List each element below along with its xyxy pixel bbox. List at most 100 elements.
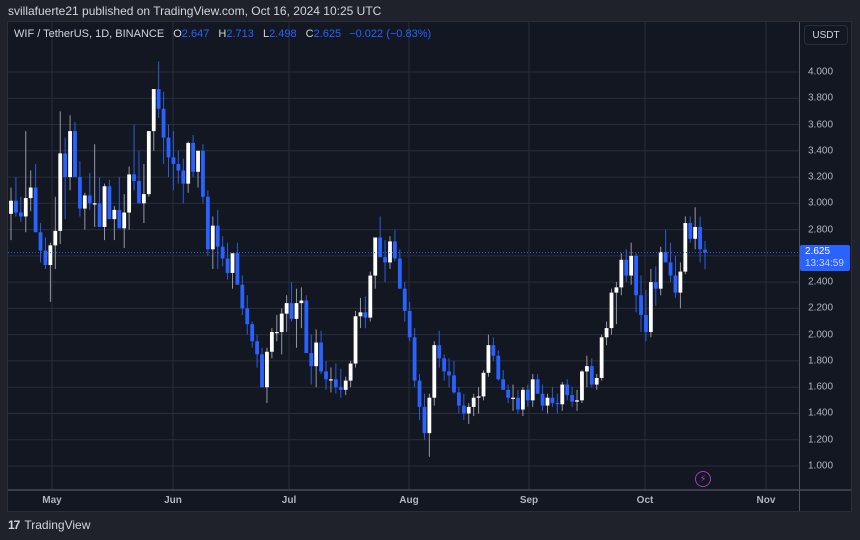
candle bbox=[417, 374, 422, 421]
close-value: 2.625 bbox=[313, 28, 342, 40]
candle bbox=[486, 334, 491, 377]
candle bbox=[407, 301, 412, 342]
bar-countdown: 13:34:59 bbox=[805, 258, 844, 269]
brand-name: TradingView bbox=[24, 518, 91, 532]
candle bbox=[644, 290, 648, 342]
low-value: 2.498 bbox=[269, 28, 297, 40]
candle bbox=[476, 387, 481, 414]
chart-plot-area[interactable] bbox=[8, 22, 799, 489]
candle bbox=[230, 253, 235, 289]
month-label: Oct bbox=[636, 495, 654, 506]
candle bbox=[698, 216, 702, 263]
candle bbox=[570, 387, 575, 407]
candle bbox=[663, 229, 668, 263]
month-label: Nov bbox=[756, 495, 776, 506]
candle bbox=[210, 216, 215, 269]
candle bbox=[466, 402, 471, 424]
candle bbox=[412, 328, 417, 388]
candle bbox=[255, 334, 259, 368]
candle bbox=[181, 158, 186, 204]
candle bbox=[397, 249, 402, 289]
candle bbox=[565, 379, 570, 401]
candle bbox=[196, 150, 200, 188]
candle bbox=[176, 150, 181, 184]
candle bbox=[225, 242, 230, 280]
candle bbox=[501, 370, 506, 390]
candle bbox=[299, 287, 304, 329]
month-label: Jun bbox=[164, 495, 182, 506]
lightning-event-icon[interactable]: ⚡︎ bbox=[695, 471, 711, 487]
candle bbox=[329, 367, 333, 393]
candle bbox=[186, 141, 191, 193]
candle bbox=[279, 308, 284, 355]
candle bbox=[653, 266, 658, 306]
candle bbox=[516, 389, 520, 414]
candle bbox=[560, 381, 565, 411]
month-label: Jul bbox=[281, 495, 297, 506]
tradingview-logo: 17 TradingView bbox=[8, 518, 90, 532]
currency-button[interactable]: USDT bbox=[804, 25, 848, 45]
candle bbox=[437, 330, 442, 368]
candle bbox=[53, 196, 58, 269]
candle bbox=[373, 237, 378, 289]
candle bbox=[629, 242, 634, 285]
candle bbox=[333, 363, 338, 394]
candle bbox=[358, 297, 363, 329]
candle bbox=[127, 166, 132, 230]
candle bbox=[457, 387, 461, 414]
candle bbox=[599, 334, 604, 381]
candle bbox=[215, 209, 220, 269]
price-tick: 3.200 bbox=[808, 171, 834, 183]
candle bbox=[540, 384, 545, 411]
candle bbox=[402, 282, 407, 322]
candle bbox=[693, 207, 698, 250]
candle bbox=[383, 240, 387, 283]
candle bbox=[102, 183, 107, 241]
close-label: C bbox=[305, 28, 314, 40]
candle bbox=[97, 177, 102, 227]
candle bbox=[658, 246, 663, 296]
candle bbox=[38, 223, 43, 263]
candle bbox=[422, 393, 427, 440]
candle bbox=[481, 370, 486, 401]
candle bbox=[393, 229, 397, 262]
candle bbox=[289, 282, 294, 322]
symbol-title[interactable]: WIF / TetherUS, 1D, BINANCE bbox=[14, 28, 165, 40]
candle bbox=[683, 216, 688, 275]
candle bbox=[525, 384, 530, 407]
price-tick: 3.000 bbox=[808, 197, 834, 209]
candle bbox=[78, 161, 82, 217]
candle bbox=[338, 368, 343, 398]
candlestick-chart bbox=[8, 22, 799, 489]
price-tick: 4.000 bbox=[808, 66, 834, 78]
tradingview-mark-icon: 17 bbox=[8, 518, 20, 532]
price-scale[interactable]: 4.000 3.800 3.600 3.400 3.200 3.000 2.800 2.400… bbox=[799, 22, 852, 511]
candle bbox=[319, 330, 323, 375]
open-value: 2.647 bbox=[181, 28, 210, 40]
candle bbox=[274, 314, 279, 342]
candle bbox=[58, 111, 63, 245]
candle bbox=[580, 370, 584, 403]
candle bbox=[427, 393, 432, 457]
candle bbox=[166, 124, 171, 178]
open-label: O bbox=[173, 28, 182, 40]
time-axis[interactable]: May Jun Jul Aug Sep Oct Nov bbox=[8, 489, 799, 511]
candle bbox=[82, 192, 87, 230]
candle bbox=[624, 249, 629, 283]
price-tick: 2.000 bbox=[808, 329, 834, 341]
candle bbox=[491, 337, 496, 361]
candle bbox=[107, 179, 112, 220]
candle bbox=[378, 216, 383, 258]
candle bbox=[68, 115, 72, 191]
price-tick: 3.400 bbox=[808, 145, 834, 157]
price-tick: 2.800 bbox=[808, 224, 834, 236]
candle bbox=[452, 360, 456, 394]
candle bbox=[117, 177, 122, 229]
candle bbox=[294, 288, 299, 348]
candle bbox=[575, 389, 579, 411]
candle bbox=[23, 131, 28, 233]
month-label: Sep bbox=[519, 495, 539, 506]
candle bbox=[260, 347, 264, 388]
candle bbox=[550, 387, 555, 407]
candle bbox=[589, 358, 594, 388]
